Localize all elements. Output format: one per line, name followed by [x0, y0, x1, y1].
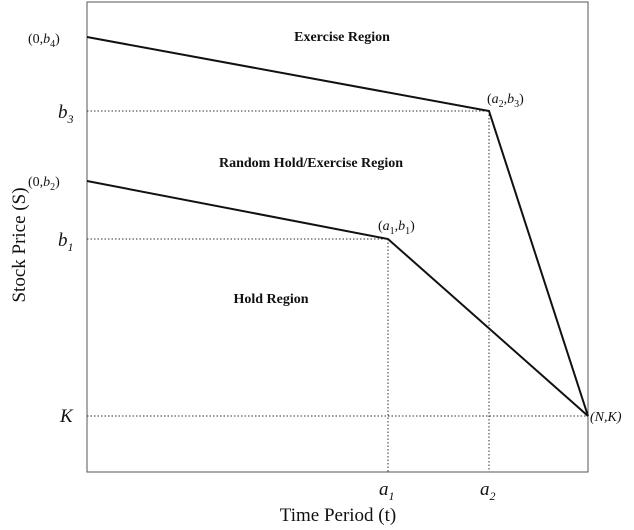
point-label-a1-b1: (a1,b1)	[378, 219, 415, 237]
y-axis-title: Stock Price (S)	[9, 187, 30, 302]
plot-frame	[86, 1, 589, 473]
x-tick-a1: a1	[379, 479, 395, 503]
point-label-a2-b3: (a2,b3)	[487, 92, 524, 110]
lower-boundary-line	[86, 180, 589, 417]
exercise-region-label: Exercise Region	[294, 30, 390, 45]
point-label-0-b4: (0,b4)	[28, 32, 60, 50]
hold-region-label: Hold Region	[233, 292, 308, 307]
y-tick-k: K	[59, 406, 74, 427]
point-label-0-b2: (0,b2)	[28, 175, 60, 193]
guide-lines	[87, 110, 588, 472]
random-region-label: Random Hold/Exercise Region	[219, 156, 403, 171]
x-tick-a2: a2	[480, 479, 496, 503]
point-label-n-k: (N,K)	[590, 410, 622, 425]
x-axis-title: Time Period (t)	[280, 505, 396, 526]
y-tick-b3: b3	[58, 102, 74, 126]
upper-boundary-line	[86, 36, 589, 417]
y-tick-b1: b1	[58, 230, 74, 254]
